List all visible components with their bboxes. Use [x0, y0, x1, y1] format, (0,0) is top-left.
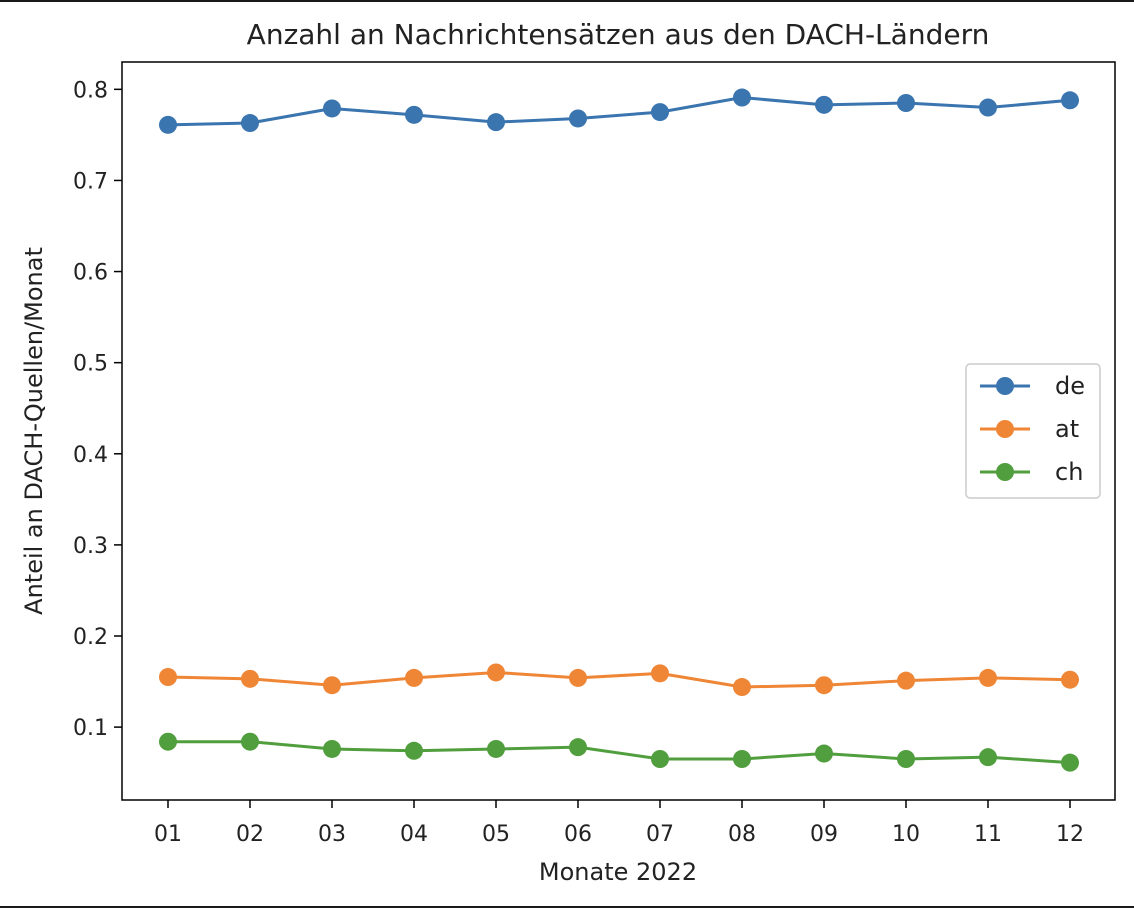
data-point-at [569, 668, 587, 687]
x-tick-label: 01 [154, 822, 182, 847]
y-tick-label: 0.1 [73, 716, 108, 741]
x-tick-label: 11 [974, 822, 1002, 847]
data-point-at [159, 668, 177, 686]
data-point-de [1061, 91, 1079, 110]
data-point-at [815, 676, 833, 695]
plot-area [121, 61, 1116, 801]
data-point-de [159, 115, 177, 134]
x-tick-label: 02 [236, 822, 264, 847]
legend-marker [996, 463, 1014, 481]
series-ch [159, 732, 1079, 772]
x-axis-label: Monate 2022 [539, 858, 697, 886]
y-tick-label: 0.8 [73, 78, 108, 103]
series-de [159, 88, 1079, 134]
legend-label: ch [1055, 458, 1083, 486]
legend-item-de: de [980, 372, 1085, 400]
data-point-ch [733, 750, 751, 768]
y-tick-label: 0.4 [73, 443, 108, 468]
data-point-ch [323, 739, 341, 758]
data-point-de [897, 94, 915, 112]
y-tick-label: 0.7 [73, 169, 108, 194]
data-point-at [651, 664, 669, 683]
y-tick-label: 0.6 [73, 261, 108, 286]
data-point-ch [651, 750, 669, 768]
data-point-at [733, 678, 751, 697]
data-point-de [405, 105, 423, 124]
series-at [159, 663, 1079, 697]
y-axis-label: Anteil an DACH-Quellen/Monat [20, 247, 48, 615]
legend-item-at: at [980, 415, 1079, 443]
data-point-de [979, 98, 997, 117]
data-point-ch [487, 739, 505, 758]
y-tick-label: 0.3 [73, 534, 108, 559]
x-tick-label: 10 [892, 822, 920, 847]
legend-marker [996, 420, 1014, 438]
data-point-de [651, 103, 669, 122]
data-point-ch [815, 744, 833, 763]
series-line-at [167, 670, 1071, 689]
x-tick-label: 05 [482, 822, 510, 847]
data-point-at [405, 668, 423, 687]
data-point-at [323, 676, 341, 695]
data-point-at [1061, 670, 1079, 689]
series-line-ch [168, 740, 1071, 765]
data-point-de [733, 88, 751, 107]
data-point-at [487, 663, 505, 682]
legend-box [965, 363, 1101, 499]
data-point-ch [159, 732, 177, 751]
data-point-at [979, 668, 997, 687]
data-point-ch [1061, 753, 1079, 772]
y-tick-label: 0.2 [73, 625, 108, 650]
series-layer [159, 88, 1079, 772]
legend: de at ch [965, 363, 1101, 499]
data-point-ch [897, 750, 915, 768]
data-point-de [815, 95, 833, 114]
x-axis: 01 02 03 04 05 06 07 08 09 10 11 12 [154, 800, 1084, 847]
legend-marker [996, 377, 1014, 395]
data-point-ch [979, 748, 997, 767]
x-tick-label: 09 [810, 822, 838, 847]
y-axis: 0.1 0.2 0.3 0.4 0.5 0.6 0.7 0.8 [73, 78, 122, 741]
data-point-ch [241, 732, 259, 751]
y-tick-label: 0.5 [73, 352, 108, 377]
data-point-at [241, 669, 259, 688]
x-tick-label: 08 [728, 822, 756, 847]
x-tick-label: 04 [400, 822, 428, 847]
data-point-de [323, 99, 341, 118]
x-tick-label: 03 [318, 822, 346, 847]
data-point-ch [405, 741, 423, 760]
data-point-de [487, 113, 505, 132]
data-point-at [897, 671, 915, 690]
x-tick-label: 07 [646, 822, 674, 847]
chart-title: Anzahl an Nachrichtensätzen aus den DACH… [247, 18, 990, 51]
x-tick-label: 12 [1056, 822, 1084, 847]
series-line-de [167, 96, 1071, 127]
data-point-ch [569, 738, 587, 757]
x-tick-label: 06 [564, 822, 592, 847]
data-point-de [569, 109, 587, 128]
legend-label: de [1055, 372, 1085, 400]
legend-label: at [1055, 415, 1079, 443]
legend-item-ch: ch [980, 458, 1083, 486]
data-point-de [241, 114, 259, 133]
